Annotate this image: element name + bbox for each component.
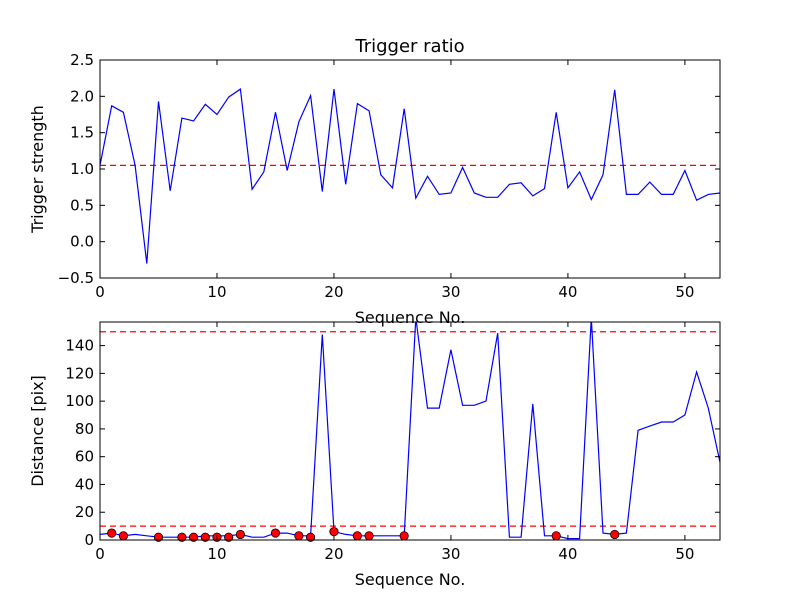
bottom-marker-point (551, 531, 561, 541)
bottom-marker-point (399, 531, 409, 541)
top-y-tick-label: 1.0 (70, 160, 94, 178)
top-x-tick-label: 40 (558, 283, 577, 301)
top-x-tick-label: 20 (324, 283, 343, 301)
top-x-tick-label: 0 (95, 283, 105, 301)
bottom-panel: 0 10 20 30 40 50 0 20 40 60 80 100 120 140 Sequence No… (28, 321, 721, 589)
top-y-tick-label: 1.5 (70, 124, 94, 142)
top-y-tick-label: 2.5 (70, 51, 94, 69)
bottom-y-tick-label: 20 (75, 503, 94, 521)
bottom-x-tick-label: 50 (675, 545, 694, 563)
bottom-marker-point (610, 529, 620, 540)
bottom-marker-point (224, 532, 234, 542)
bottom-x-tick-label: 30 (441, 545, 460, 563)
top-y-tick-label: −0.5 (58, 269, 94, 287)
top-x-tick-label: 50 (675, 283, 694, 301)
bottom-marker-point (153, 532, 164, 542)
bottom-y-tick-label: 120 (65, 364, 94, 382)
bottom-marker-point (200, 532, 210, 542)
bottom-y-tick-label: 60 (75, 448, 94, 466)
bottom-marker-point (329, 527, 339, 537)
bottom-marker-point (364, 531, 374, 541)
bottom-marker-point (118, 531, 128, 541)
top-y-tick-label: 0.0 (70, 233, 94, 251)
bottom-marker-point (107, 528, 117, 538)
bottom-marker-point (235, 529, 245, 540)
top-chart-title: Trigger ratio (354, 36, 464, 57)
bottom-marker-point (188, 532, 199, 542)
top-series-line (100, 88, 720, 264)
bottom-y-axis-label: Distance [pix] (28, 375, 47, 487)
bottom-x-tick-label: 10 (207, 545, 226, 563)
bottom-x-tick-label: 0 (95, 545, 105, 563)
bottom-x-tick-label: 40 (558, 545, 577, 563)
top-axes-frame (99, 59, 721, 279)
bottom-y-tick-label: 100 (65, 392, 94, 410)
bottom-y-tick-label: 0 (84, 531, 94, 549)
top-y-tick-label: 2.0 (70, 87, 94, 105)
bottom-y-tick-label: 140 (65, 337, 94, 355)
bottom-series-line (100, 322, 720, 540)
bottom-marker-point (305, 532, 316, 542)
top-x-tick-label: 10 (207, 283, 226, 301)
top-y-tick-label: 0.5 (70, 196, 94, 214)
bottom-marker-point (352, 531, 362, 541)
bottom-marker-point (294, 531, 304, 541)
bottom-y-tick-label: 40 (75, 475, 94, 493)
top-x-tick-label: 30 (441, 283, 460, 301)
top-panel: 0 10 20 30 40 50 −0.5 0.0 0.5 1.0 1.5 2.0 2.5 Sequenc… (28, 36, 721, 327)
bottom-x-axis-label: Sequence No. (355, 570, 466, 589)
bottom-marker-point (270, 528, 281, 538)
bottom-x-tick-label: 20 (324, 545, 343, 563)
bottom-y-tick-label: 80 (75, 420, 94, 438)
bottom-marker-point (177, 532, 187, 542)
bottom-axes-frame (99, 321, 721, 541)
top-y-axis-label: Trigger strength (28, 105, 47, 234)
top-x-axis-label: Sequence No. (355, 308, 466, 327)
